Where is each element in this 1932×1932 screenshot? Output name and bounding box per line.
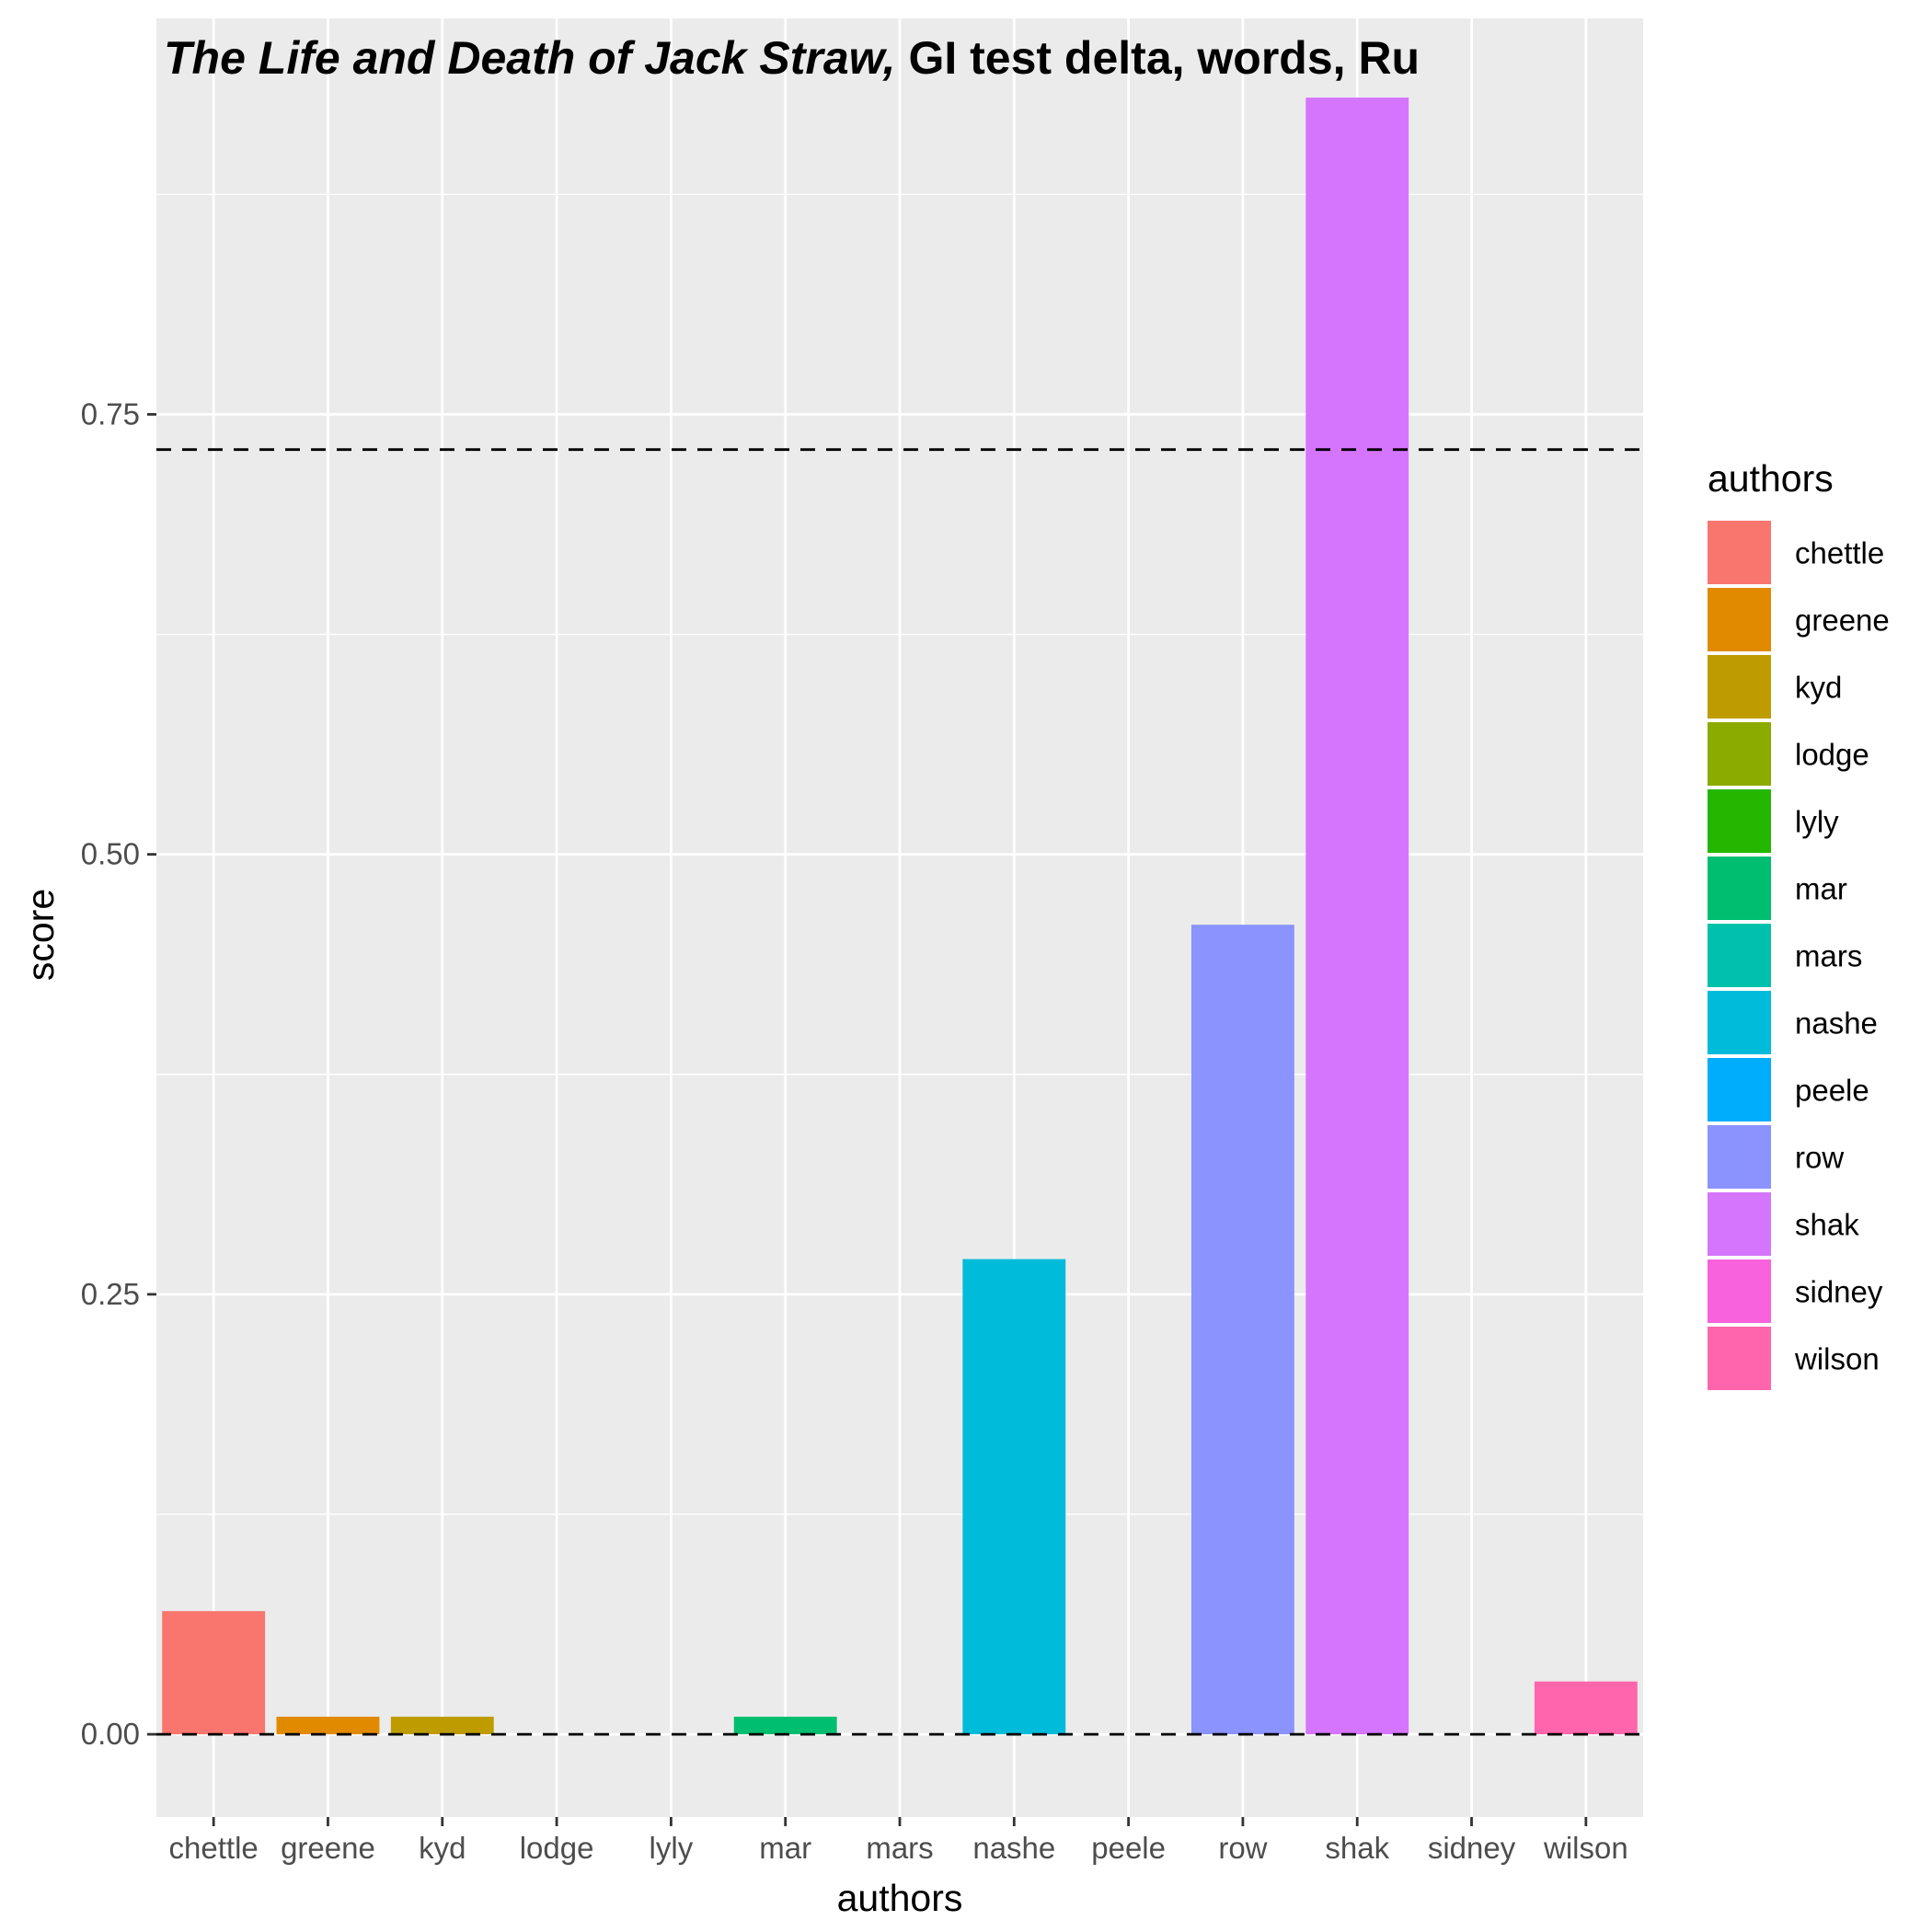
bar-nashe [962, 1259, 1066, 1735]
legend-label-sidney: sidney [1795, 1275, 1883, 1309]
y-tick-label-3: 0.75 [81, 397, 140, 431]
x-tick-label-greene: greene [281, 1831, 375, 1865]
x-tick-label-sidney: sidney [1428, 1831, 1516, 1865]
legend-key-nashe [1708, 991, 1771, 1054]
x-tick-label-mars: mars [866, 1831, 933, 1865]
bar-wilson [1534, 1681, 1638, 1735]
bar-greene [276, 1716, 380, 1735]
legend-key-chettle [1708, 521, 1771, 584]
legend-key-mars [1708, 924, 1771, 987]
y-axis: 0.00 0.25 0.50 0.75 [81, 397, 156, 1751]
legend-label-nashe: nashe [1795, 1006, 1878, 1041]
bar-mar [733, 1716, 837, 1735]
legend-key-shak [1708, 1192, 1771, 1256]
legend-label-wilson: wilson [1794, 1342, 1880, 1376]
legend-label-mar: mar [1795, 872, 1847, 906]
legend-key-kyd [1708, 655, 1771, 719]
reference-lines [156, 448, 1643, 1736]
y-tick-label-2: 0.50 [81, 837, 140, 871]
bar-row [1190, 925, 1294, 1735]
legend-label-lyly: lyly [1795, 805, 1839, 839]
legend-title: authors [1708, 457, 1834, 500]
x-tick-label-lodge: lodge [520, 1831, 594, 1865]
legend-key-sidney [1708, 1259, 1771, 1323]
bar-shak [1305, 98, 1409, 1735]
y-axis-title: score [19, 889, 62, 981]
legend-key-row [1708, 1125, 1771, 1189]
bar-kyd [390, 1716, 494, 1735]
legend-label-peele: peele [1795, 1074, 1869, 1108]
legend-label-lodge: lodge [1795, 738, 1869, 772]
x-tick-label-shak: shak [1325, 1831, 1389, 1865]
legend-key-lodge [1708, 722, 1771, 786]
legend: authors chettle greene kyd lodge lyly mar mars… [1708, 457, 1890, 1390]
y-tick-label-0: 0.00 [81, 1717, 140, 1751]
legend-key-lyly [1708, 789, 1771, 853]
x-tick-label-lyly: lyly [650, 1831, 694, 1865]
legend-items: chettle greene kyd lodge lyly mar mars nashe pee… [1708, 521, 1890, 1390]
bars [162, 98, 1638, 1735]
x-tick-label-wilson: wilson [1543, 1831, 1628, 1865]
x-axis-title: authors [837, 1877, 963, 1919]
x-tick-label-chettle: chettle [169, 1831, 259, 1865]
legend-label-chettle: chettle [1795, 536, 1884, 570]
x-tick-label-nashe: nashe [972, 1831, 1055, 1865]
x-tick-label-mar: mar [759, 1831, 811, 1865]
chart-title-rest: GI test delta, words, Ru [896, 32, 1420, 84]
legend-key-greene [1708, 588, 1771, 651]
legend-label-mars: mars [1795, 939, 1862, 973]
x-tick-label-kyd: kyd [419, 1831, 466, 1865]
chart-title-italic: The Life and Death of Jack Straw, [164, 32, 896, 84]
x-tick-label-row: row [1218, 1831, 1267, 1865]
bar-chettle [162, 1611, 266, 1735]
legend-label-greene: greene [1795, 604, 1890, 638]
chart-title: The Life and Death of Jack Straw, GI tes… [164, 32, 1420, 84]
x-axis: chettle greene kyd lodge lyly mar mars nashe pee… [169, 1817, 1628, 1865]
legend-label-kyd: kyd [1795, 671, 1842, 705]
y-tick-label-1: 0.25 [81, 1277, 140, 1311]
legend-label-row: row [1795, 1141, 1844, 1175]
legend-label-shak: shak [1795, 1208, 1859, 1242]
legend-key-peele [1708, 1058, 1771, 1121]
legend-key-mar [1708, 857, 1771, 920]
x-tick-label-peele: peele [1091, 1831, 1166, 1865]
legend-key-wilson [1708, 1327, 1771, 1390]
